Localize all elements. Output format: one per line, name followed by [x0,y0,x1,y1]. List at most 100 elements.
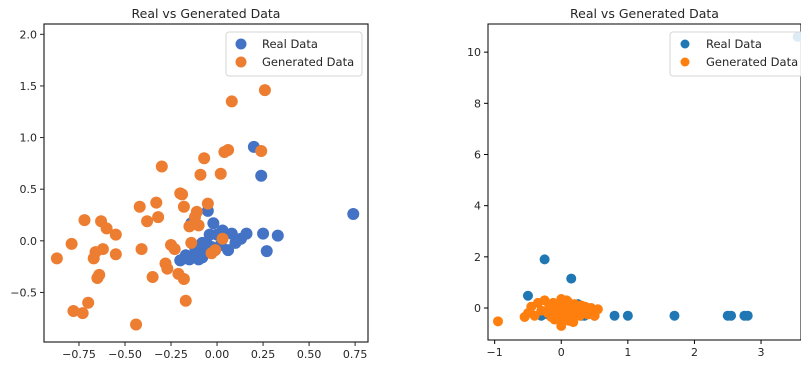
data-point-real [260,245,273,258]
data-point-generated [93,268,106,281]
data-point-generated [100,222,113,235]
y-tick-label: 8 [474,97,481,110]
data-point-real [255,169,268,182]
x-tick-label: 0 [558,346,565,359]
data-point-real [196,236,209,249]
x-tick-label: 1 [624,346,631,359]
x-tick-label: 2 [691,346,698,359]
data-point-generated [179,294,192,307]
x-tick-label: −0.50 [108,348,142,361]
data-point-generated [194,168,207,181]
data-point-real [622,310,633,321]
data-point-generated [592,304,603,315]
legend-box [225,31,363,77]
data-point-generated [161,262,174,275]
data-point-real [522,290,533,301]
data-point-generated [492,316,503,327]
data-point-generated [141,215,154,228]
y-tick-label: 10 [467,46,481,59]
data-point-generated [135,243,148,256]
data-point-generated [177,273,190,286]
data-point-generated [50,252,63,265]
data-point-generated [192,219,205,232]
legend-marker [235,38,247,50]
x-tick-label: 0.75 [343,348,368,361]
data-point-real [539,254,550,265]
y-tick-label: 0.0 [20,235,38,248]
data-point-generated [556,320,567,331]
data-point-real [271,229,284,242]
data-point-generated [190,205,203,218]
y-tick-label: −0.5 [10,286,37,299]
x-tick-label: −0.75 [62,348,96,361]
x-tick-label: 0.25 [251,348,276,361]
left-scatter-panel: Real vs Generated Data −0.75 −0.50 −0.25 0.0… [10,6,369,361]
y-tick-label: 1.5 [20,80,38,93]
legend-marker [235,56,247,68]
legend: Real Data Generated Data [225,31,363,77]
data-point-generated [222,143,235,156]
axes-frame [487,23,801,341]
data-point-generated [561,295,572,306]
y-tick-label: 2.0 [20,28,38,41]
data-point-generated [216,232,229,245]
x-tick-label: 3 [758,346,765,359]
legend-label: Real Data [262,37,318,51]
chart-title: Real vs Generated Data [570,6,719,21]
data-point-generated [183,220,196,233]
legend-label: Generated Data [262,55,354,69]
y-tick-label: 1.0 [20,132,38,145]
x-tick-label: −1 [487,346,503,359]
data-point-generated [155,160,168,173]
data-point-generated [258,84,271,97]
data-point-generated [201,197,214,210]
y-tick-label: 4 [474,200,481,213]
data-point-generated [150,196,163,209]
data-point-generated [130,318,143,331]
data-point-generated [133,200,146,213]
x-tick-label: 0.00 [205,348,230,361]
y-tick-label: 0.5 [20,183,38,196]
data-point-generated [82,296,95,309]
legend-label: Real Data [706,37,762,51]
y-tick-label: 6 [474,148,481,161]
legend-box [669,31,801,77]
data-point-real [240,227,253,240]
data-point-generated [564,315,575,326]
data-point-real [225,227,238,240]
plot-area [50,84,360,331]
data-point-generated [76,307,89,320]
data-point-generated [225,95,238,108]
axes-frame [43,23,369,343]
data-point-real [742,310,753,321]
data-point-real [222,244,235,257]
legend-label: Generated Data [706,55,798,69]
data-point-real [609,310,620,321]
data-point-generated [255,144,268,157]
data-point-generated [78,214,91,227]
legend-marker [680,39,690,49]
x-tick-label: 0.50 [297,348,322,361]
legend-marker [680,57,690,67]
legend: Real Data Generated Data [669,31,801,77]
data-point-real [179,249,192,262]
y-tick-label: 0 [474,302,481,315]
data-point-generated [109,248,122,261]
data-point-real [566,273,577,284]
data-point-real [216,224,229,237]
x-tick-label: −0.25 [154,348,188,361]
data-point-real [192,253,205,266]
data-point-generated [67,305,80,318]
data-point-generated [214,167,227,180]
data-point-generated [185,236,198,249]
right-scatter-panel: Real vs Generated Data −1 0 1 2 3 0 2 4 6 8 10 Real … [467,6,801,359]
data-point-generated [177,200,190,213]
chart-title: Real vs Generated Data [132,6,281,21]
data-point-generated [546,305,557,316]
data-point-generated [65,237,78,250]
data-point-generated [96,243,109,256]
data-point-generated [152,211,165,224]
data-point-real [669,310,680,321]
